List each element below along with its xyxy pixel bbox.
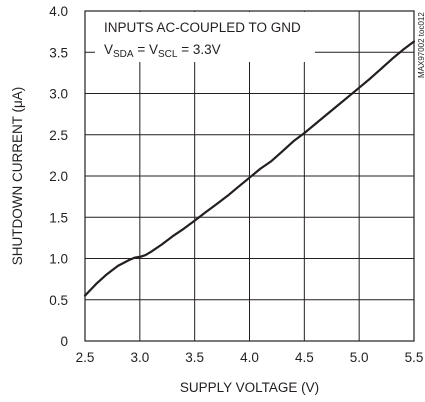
y-tick-label: 4.0: [49, 4, 68, 19]
x-tick-label: 2.5: [76, 350, 95, 365]
x-tick-label: 5.0: [350, 350, 369, 365]
y-axis-title: SHUTDOWN CURRENT (μA): [10, 87, 25, 266]
y-tick-label: 2.0: [49, 169, 68, 184]
x-tick-label: 3.0: [130, 350, 149, 365]
grid: [85, 11, 414, 341]
series-line: [83, 40, 416, 297]
y-tick-label: 3.5: [49, 45, 68, 60]
y-tick-label: 1.5: [49, 210, 68, 225]
y-tick-label: 0.5: [49, 293, 68, 308]
annotation-background: [95, 12, 315, 62]
y-tick-label: 3.0: [49, 87, 68, 102]
annotation-line-2: VSDA = VSCL = 3.3V: [104, 42, 221, 60]
y-tick-label: 1.0: [49, 252, 68, 267]
annotation-line-1: INPUTS AC-COUPLED TO GND: [104, 20, 301, 35]
x-tick-label: 4.5: [295, 350, 314, 365]
chart-id: MAX97002 toc012: [417, 12, 425, 78]
y-tick-label: 2.5: [49, 128, 68, 143]
x-tick-label: 5.5: [405, 350, 424, 365]
x-axis-title: SUPPLY VOLTAGE (V): [180, 380, 319, 395]
y-tick-label: 0: [60, 334, 68, 349]
series-group: [83, 40, 416, 297]
x-tick-label: 3.5: [185, 350, 204, 365]
x-tick-label: 4.0: [240, 350, 259, 365]
tick-labels: 2.5 3.0 3.5 4.0 4.5 5.0 5.5 0 0.5 1.0 1.5 2.0 2.5 3.0…: [49, 4, 423, 365]
plot-frame: [84, 10, 415, 342]
